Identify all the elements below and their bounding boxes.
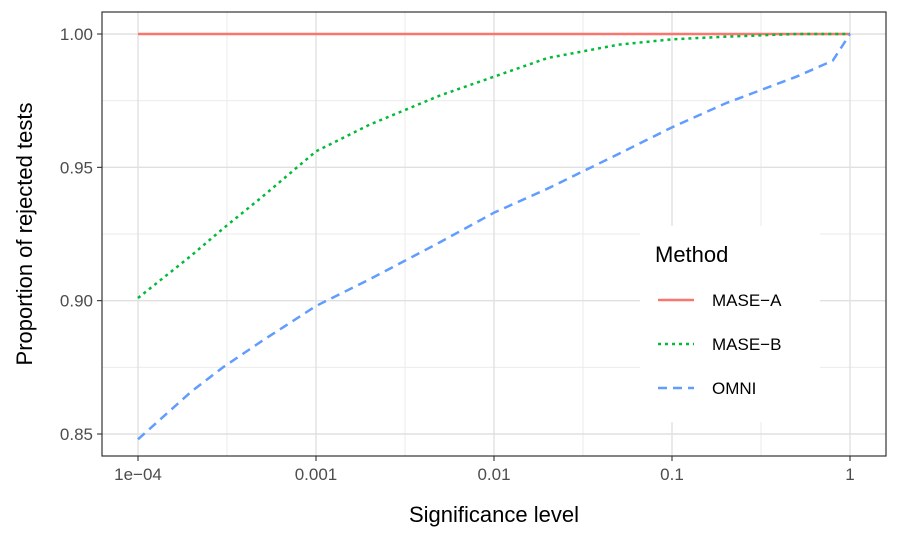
series-line-omni — [137, 33, 852, 441]
y-axis-title: Proportion of rejected tests — [12, 103, 37, 366]
series-line-mase-b — [137, 32, 850, 299]
y-tick-label: 1.00 — [60, 25, 93, 44]
x-tick-label: 1 — [845, 465, 854, 484]
y-tick-label: 0.90 — [60, 292, 93, 311]
legend-title: Method — [655, 242, 728, 267]
legend-background — [640, 226, 820, 422]
legend-items: MASE−A MASE−B OMNI — [658, 291, 782, 398]
x-axis: 1e−04 0.001 0.01 0.1 1 — [114, 456, 855, 484]
x-tick-label: 0.1 — [660, 465, 684, 484]
x-tick-label: 0.01 — [477, 465, 510, 484]
series-lines — [137, 32, 852, 441]
y-tick-label: 0.85 — [60, 425, 93, 444]
x-tick-label: 1e−04 — [114, 465, 162, 484]
x-tick-label: 0.001 — [295, 465, 338, 484]
legend-label: MASE−A — [712, 291, 782, 310]
legend: Method MASE−A MASE−B OMNI — [640, 226, 820, 422]
y-axis: 0.85 0.90 0.95 1.00 — [60, 25, 102, 444]
y-tick-label: 0.95 — [60, 158, 93, 177]
legend-label: OMNI — [712, 379, 756, 398]
x-axis-title: Significance level — [409, 502, 579, 527]
legend-label: MASE−B — [712, 335, 781, 354]
